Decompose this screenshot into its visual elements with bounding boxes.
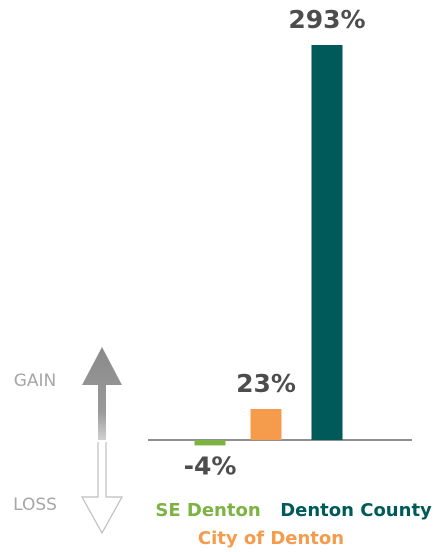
category-label: SE Denton xyxy=(155,500,260,521)
value-label: 23% xyxy=(236,369,296,398)
loss-label: LOSS xyxy=(13,495,57,515)
value-label: 293% xyxy=(288,5,365,34)
value-label: -4% xyxy=(184,451,237,480)
gain-arrow xyxy=(82,347,122,440)
loss-arrow xyxy=(80,442,124,535)
bar xyxy=(250,408,282,440)
bar xyxy=(194,440,226,446)
gain-label: GAIN xyxy=(14,371,57,391)
category-label: City of Denton xyxy=(198,528,344,549)
category-label: Denton County xyxy=(280,500,432,521)
bar xyxy=(311,45,343,440)
